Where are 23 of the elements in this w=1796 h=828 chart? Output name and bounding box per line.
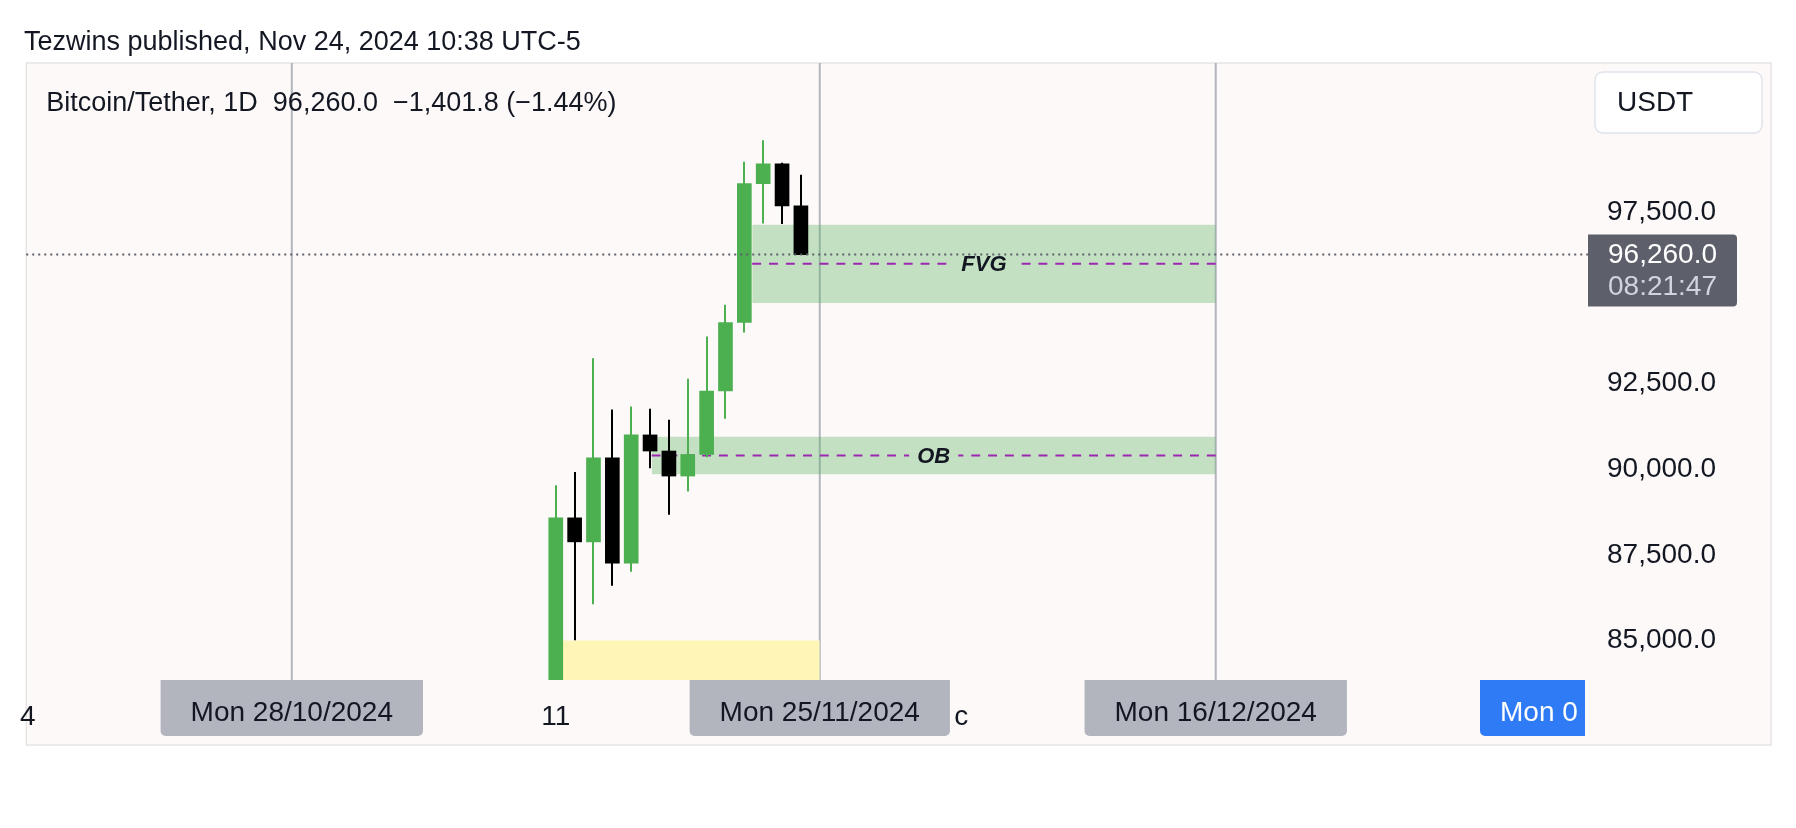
candlestick	[567, 470, 582, 642]
series-label: FVG	[961, 250, 1007, 276]
y-tick-label: 90,000.0	[1607, 451, 1716, 483]
text: Bitcoin/Tether, 1D 96,260.0 −1,401.8 (−1.44%)	[46, 87, 617, 118]
candlestick	[680, 377, 696, 493]
series-label: OB	[917, 442, 951, 468]
text: 08:21:47	[1608, 270, 1717, 302]
y-tick-label: 92,500.0	[1607, 366, 1716, 398]
ref-line-label: Mon 16/12/2024	[1114, 695, 1317, 727]
y-tick-label: 97,500.0	[1607, 194, 1716, 226]
ref-line-label: 96,260.0	[1608, 238, 1717, 270]
y-axis-title: USDT	[1617, 85, 1694, 117]
ref-line-label: Mon 28/10/2024	[190, 695, 393, 727]
candlestick	[755, 139, 771, 225]
text: Mon 0	[1500, 695, 1578, 727]
y-tick-label: 87,500.0	[1607, 537, 1716, 569]
x-tick-label: 11	[541, 699, 571, 731]
y-tick-label: 85,000.0	[1607, 623, 1716, 655]
candlestick	[642, 407, 658, 470]
x-tick-label: c	[954, 699, 969, 731]
x-tick-label: 4	[20, 699, 36, 731]
chart-title: Tezwins published, Nov 24, 2024 10:38 UTC-5	[24, 26, 581, 57]
ref-line-label: Mon 25/11/2024	[719, 695, 920, 727]
